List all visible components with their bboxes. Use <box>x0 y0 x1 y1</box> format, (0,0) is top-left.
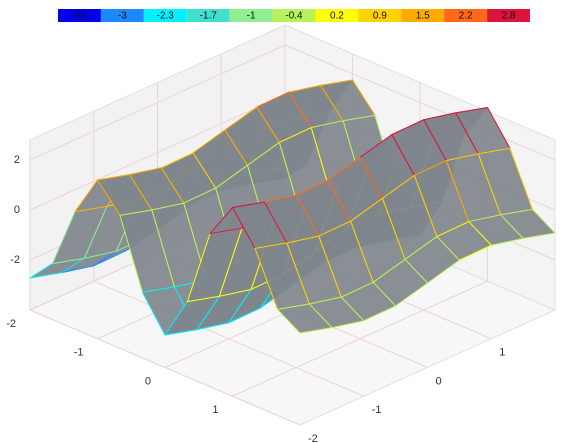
x-tick-label: 1 <box>212 404 218 416</box>
grid-line <box>284 44 556 161</box>
surface <box>29 79 556 336</box>
grid-line <box>93 280 364 397</box>
colorbar-label: 2.8 <box>502 11 516 22</box>
colorbar-swatch <box>358 9 402 22</box>
x-tick-label: -1 <box>74 347 84 359</box>
colorbar-label: 1.5 <box>416 11 430 22</box>
colorbar-swatch <box>444 9 488 22</box>
grid-line <box>29 309 301 426</box>
y-tick-label: -1 <box>372 404 382 416</box>
colorbar-swatch <box>229 9 273 22</box>
ticks: -2 -1 0 1 -2 -1 0 1 -2 0 2 <box>6 154 505 443</box>
colorbar-label: 0.9 <box>373 11 387 22</box>
z-tick-label: 2 <box>14 154 20 166</box>
colorbar-label: 0.2 <box>330 11 344 22</box>
colorbar-label: -0.4 <box>285 11 303 22</box>
x-tick-label: 0 <box>145 375 151 387</box>
colorbar-swatch <box>487 9 530 22</box>
surface-cell <box>277 303 333 334</box>
colorbar-swatch <box>143 9 187 22</box>
colorbar-label: -2.3 <box>157 11 175 22</box>
y-tick-label: 1 <box>499 347 505 359</box>
colorbar-label: -3.6 <box>71 11 89 22</box>
colorbar-swatch <box>58 9 101 22</box>
colorbar-swatch <box>401 9 445 22</box>
colorbar-label: -1.7 <box>200 11 218 22</box>
colorbar-swatch <box>100 9 144 22</box>
y-tick-label: -2 <box>308 433 318 443</box>
colorbar: -3.6 -3 -2.3 -1.7 -1 -0.4 0.2 0.9 1.5 2.2 2.8 <box>58 9 530 22</box>
grid-line <box>29 44 286 161</box>
x-tick-label: -2 <box>6 318 16 330</box>
colorbar-label: 2.2 <box>459 11 473 22</box>
colorbar-label: -3 <box>118 11 127 22</box>
y-tick-label: 0 <box>436 375 442 387</box>
colorbar-label: -1 <box>247 11 256 22</box>
colorbar-swatch <box>272 9 316 22</box>
colorbar-swatch <box>186 9 230 22</box>
colorbar-swatch <box>315 9 359 22</box>
grid-line <box>29 94 286 211</box>
z-tick-label: 0 <box>14 204 20 216</box>
z-tick-label: -2 <box>10 254 20 266</box>
